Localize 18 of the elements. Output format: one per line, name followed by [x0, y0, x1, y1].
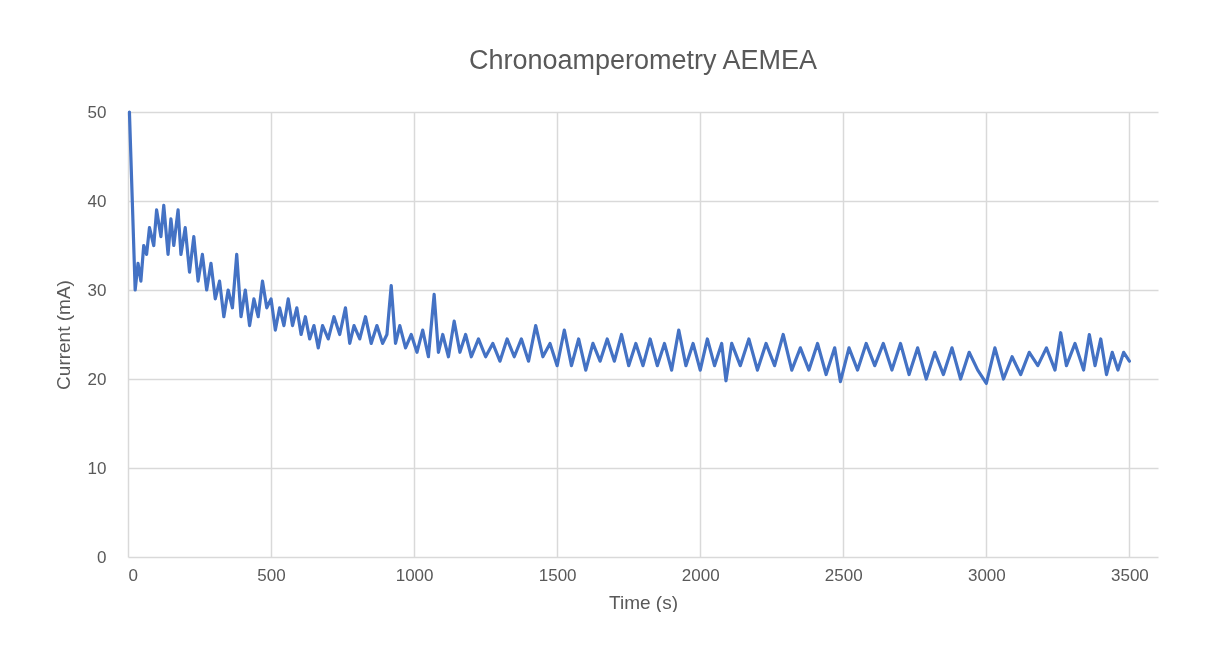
y-tick-label: 50	[87, 102, 107, 122]
x-tick-label: 2000	[681, 565, 720, 585]
x-axis-title: Time (s)	[609, 591, 678, 613]
chart-title: Chronoamperometry AEMEA	[468, 45, 818, 75]
y-tick-label: 40	[87, 191, 107, 211]
x-tick-label: 3000	[967, 565, 1006, 585]
y-tick-label: 0	[97, 547, 107, 567]
y-tick-label: 20	[87, 369, 107, 389]
x-tick-label: 1500	[538, 565, 577, 585]
x-tick-label: 3500	[1110, 565, 1149, 585]
x-tick-label: 500	[257, 565, 286, 585]
y-tick-label: 10	[87, 458, 107, 478]
x-tick-label: 2500	[824, 565, 863, 585]
y-axis-title: Current (mA)	[52, 280, 74, 390]
y-tick-label: 30	[87, 280, 107, 300]
x-tick-label: 0	[128, 565, 138, 585]
line-series	[127, 110, 1131, 386]
x-tick-label: 1000	[395, 565, 434, 585]
